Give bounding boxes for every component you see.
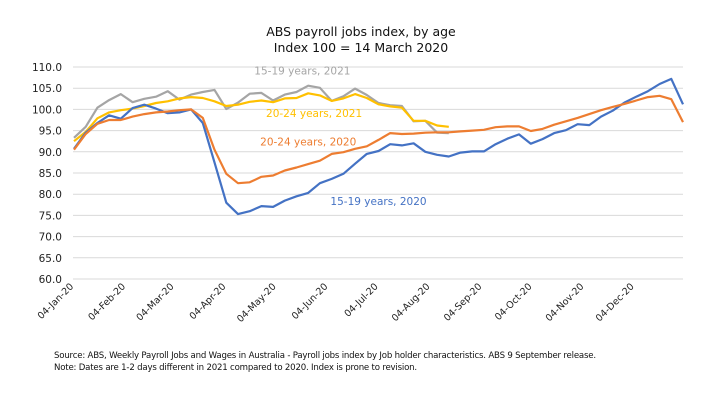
series-annotation: 20-24 years, 2020 [260, 136, 356, 148]
x-axis-ticks: 04-Jan-20 04-Feb-20 04-Mar-20 04-Apr-20 04-M… [36, 281, 637, 324]
x-tick-label: 04-May-20 [235, 281, 278, 324]
x-tick-label: 04-Jan-20 [36, 281, 76, 321]
y-tick-label: 90.0 [39, 147, 62, 159]
series-annotations: 15-19 years, 2021 20-24 years, 2021 20-24 … [254, 66, 426, 208]
y-tick-label: 100.0 [32, 104, 62, 116]
y-tick-label: 80.0 [39, 189, 62, 201]
gridlines [73, 66, 683, 280]
y-tick-label: 70.0 [39, 232, 62, 244]
source-footnote: Source: ABS, Weekly Payroll Jobs and Wag… [54, 351, 596, 373]
chart-subtitle: Index 100 = 14 March 2020 [274, 40, 448, 55]
series-line-15-19-years-2020 [73, 77, 684, 216]
y-tick-label: 85.0 [39, 168, 62, 180]
line-chart: ABS payroll jobs index, by age Index 100… [32, 24, 684, 325]
y-tick-label: 65.0 [39, 253, 62, 265]
series-annotation: 20-24 years, 2021 [266, 108, 362, 120]
y-tick-label: 110.0 [32, 62, 62, 74]
x-tick-label: 04-Feb-20 [86, 281, 128, 323]
x-tick-label: 04-Jul-20 [342, 281, 380, 319]
series-line-15-19-years-2021 [73, 84, 449, 139]
x-tick-label: 04-Jun-20 [290, 281, 331, 322]
x-tick-label: 04-Oct-20 [493, 281, 535, 323]
y-tick-label: 105.0 [32, 83, 62, 95]
x-tick-label: 04-Dec-20 [594, 281, 637, 324]
series-lines [73, 77, 684, 216]
series-annotation: 15-19 years, 2021 [254, 66, 350, 78]
x-tick-label: 04-Nov-20 [544, 281, 587, 324]
x-tick-label: 04-Mar-20 [135, 281, 177, 323]
y-tick-label: 60.0 [39, 274, 62, 286]
series-annotation: 15-19 years, 2020 [330, 196, 426, 208]
chart-title: ABS payroll jobs index, by age [266, 24, 456, 39]
x-tick-label: 04-Sep-20 [442, 281, 484, 323]
y-tick-label: 75.0 [39, 210, 62, 222]
y-tick-label: 95.0 [39, 126, 62, 138]
y-axis-ticks: 60.0 65.0 70.0 75.0 80.0 85.0 90.0 95.0 100.0 105… [32, 62, 62, 286]
x-tick-label: 04-Apr-20 [188, 281, 229, 322]
x-tick-label: 04-Aug-20 [390, 281, 433, 324]
series-line-20-24-years-2020 [73, 94, 684, 185]
